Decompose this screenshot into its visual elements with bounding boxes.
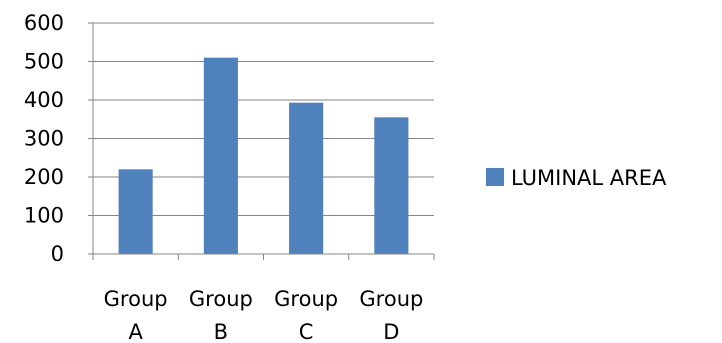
- bar-group-c: [289, 102, 324, 254]
- x-tick-label: Group D: [359, 287, 423, 343]
- x-tick-label: Group A: [104, 287, 168, 343]
- legend: LUMINAL AREA: [486, 166, 667, 190]
- bars: [118, 57, 409, 255]
- y-tick-label: 400: [24, 88, 64, 112]
- y-tick-label: 300: [24, 127, 64, 151]
- bar-group-d: [374, 117, 409, 254]
- x-tick-labels: Group A Group B Group C Group D: [104, 287, 424, 343]
- x-tick-label: Group C: [274, 287, 338, 343]
- bar-group-b: [203, 57, 238, 255]
- y-tick-label: 600: [24, 11, 64, 35]
- y-tick-label: 200: [24, 165, 64, 189]
- x-tick-label: Group B: [189, 287, 253, 343]
- y-tick-label: 0: [51, 242, 64, 266]
- y-tick-label: 500: [24, 50, 64, 74]
- legend-swatch-luminal-area: [486, 168, 504, 186]
- legend-label-luminal-area: LUMINAL AREA: [511, 166, 667, 190]
- bar-group-a: [118, 169, 153, 254]
- y-tick-labels: 0 100 200 300 400 500 600: [24, 11, 64, 266]
- y-tick-label: 100: [24, 204, 64, 228]
- axes: [88, 22, 435, 260]
